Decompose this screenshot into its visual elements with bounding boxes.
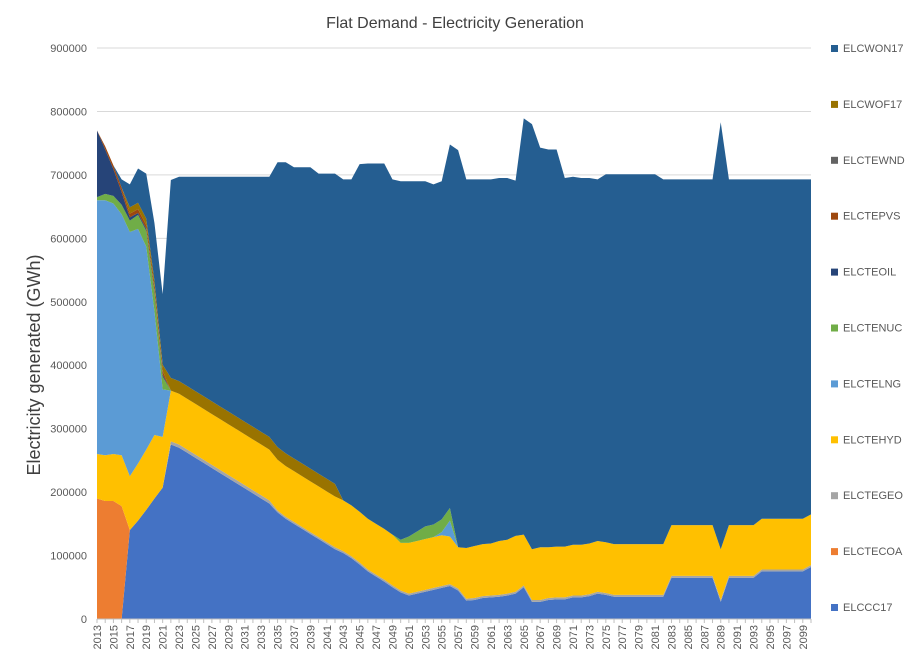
- plot-area: [97, 118, 811, 619]
- y-axis-label: Electricity generated (GWh): [24, 254, 44, 475]
- x-tick-label: 2077: [617, 625, 629, 649]
- legend-label-elctelng: ELCTELNG: [843, 378, 901, 390]
- chart-title: Flat Demand - Electricity Generation: [326, 15, 584, 32]
- legend-swatch-elctenuc: [831, 324, 838, 332]
- x-tick-label: 2059: [470, 625, 482, 649]
- y-tick-label: 600000: [50, 233, 87, 245]
- x-tick-label: 2013: [92, 625, 104, 649]
- x-tick-label: 2019: [141, 625, 153, 649]
- x-tick-label: 2047: [371, 625, 383, 649]
- x-tick-label: 2061: [486, 625, 498, 649]
- x-tick-label: 2043: [338, 625, 350, 649]
- x-tick-label: 2017: [125, 625, 137, 649]
- x-tick-label: 2087: [699, 625, 711, 649]
- x-tick-label: 2015: [108, 625, 120, 649]
- x-tick-label: 2049: [387, 625, 399, 649]
- x-tick-label: 2093: [749, 625, 761, 649]
- legend-swatch-elctecoa: [831, 548, 838, 556]
- legend-label-elctenuc: ELCTENUC: [843, 323, 902, 335]
- x-tick-label: 2025: [190, 625, 202, 649]
- legend-label-elctehyd: ELCTEHYD: [843, 434, 902, 446]
- y-tick-label: 300000: [50, 424, 87, 436]
- x-axis: 2013 2015 2017 2019 2021 2023 2025 2027 2029 2031…: [92, 618, 812, 649]
- x-tick-label: 2067: [535, 625, 547, 649]
- legend-swatch-elcteoil: [831, 268, 838, 276]
- legend-swatch-elctehyd: [831, 436, 838, 444]
- x-tick-label: 2073: [584, 625, 596, 649]
- x-tick-label: 2021: [158, 625, 170, 649]
- x-tick-label: 2051: [404, 625, 416, 649]
- area-elctehyd: [97, 390, 811, 600]
- x-tick-label: 2055: [437, 625, 449, 649]
- x-tick-label: 2063: [502, 625, 514, 649]
- x-tick-label: 2071: [568, 625, 580, 649]
- area-elcwon17: [97, 118, 811, 550]
- legend-label-elcwof17: ELCWOF17: [843, 99, 902, 111]
- area-elccc17: [97, 444, 811, 619]
- x-tick-label: 2027: [207, 625, 219, 649]
- x-tick-label: 2023: [174, 625, 186, 649]
- y-tick-label: 500000: [50, 297, 87, 309]
- x-tick-label: 2041: [322, 625, 334, 649]
- x-tick-label: 2081: [650, 625, 662, 649]
- legend-label-elcwon17: ELCWON17: [843, 43, 904, 55]
- x-tick-label: 2035: [273, 625, 285, 649]
- x-tick-label: 2069: [552, 625, 564, 649]
- x-tick-label: 2099: [798, 625, 810, 649]
- legend-label-elctepvs: ELCTEPVS: [843, 211, 900, 223]
- y-axis: 0 100000 200000 300000 400000 500000 600000 700…: [50, 43, 87, 626]
- y-tick-label: 700000: [50, 170, 87, 182]
- legend-swatch-elctepvs: [831, 212, 838, 220]
- x-tick-label: 2097: [781, 625, 793, 649]
- legend-label-elctewnd: ELCTEWND: [843, 155, 905, 167]
- x-tick-label: 2045: [355, 625, 367, 649]
- y-tick-label: 800000: [50, 106, 87, 118]
- legend-label-elctegeo: ELCTEGEO: [843, 490, 903, 502]
- x-tick-label: 2065: [519, 625, 531, 649]
- y-tick-label: 100000: [50, 551, 87, 563]
- x-tick-label: 2053: [420, 625, 432, 649]
- x-tick-label: 2091: [732, 625, 744, 649]
- legend-label-elccc17: ELCCC17: [843, 602, 893, 614]
- x-tick-label: 2095: [765, 625, 777, 649]
- legend-swatch-elctewnd: [831, 156, 838, 164]
- legend-swatch-elctelng: [831, 380, 838, 388]
- x-tick-label: 2083: [666, 625, 678, 649]
- y-tick-label: 200000: [50, 487, 87, 499]
- x-tick-label: 2075: [601, 625, 613, 649]
- legend-swatch-elcwon17: [831, 45, 838, 52]
- x-tick-label: 2037: [289, 625, 301, 649]
- x-tick-label: 2085: [683, 625, 695, 649]
- y-tick-label: 0: [81, 614, 87, 626]
- area-elctegeo: [97, 441, 811, 602]
- legend-label-elcteoil: ELCTEOIL: [843, 267, 896, 279]
- x-tick-label: 2057: [453, 625, 465, 649]
- legend-swatch-elccc17: [831, 604, 838, 611]
- legend: ELCWON17 ELCWOF17 ELCTEWND ELCTEPVS ELCTEOIL…: [831, 43, 905, 614]
- x-tick-label: 2079: [634, 625, 646, 649]
- x-tick-label: 2031: [240, 625, 252, 649]
- y-tick-label: 900000: [50, 43, 87, 55]
- x-tick-label: 2089: [716, 625, 728, 649]
- legend-swatch-elctegeo: [831, 492, 838, 500]
- legend-swatch-elcwof17: [831, 100, 838, 108]
- x-tick-label: 2039: [305, 625, 317, 649]
- x-tick-label: 2033: [256, 625, 268, 649]
- x-tick-label: 2029: [223, 625, 235, 649]
- y-tick-label: 400000: [50, 360, 87, 372]
- legend-label-elctecoa: ELCTECOA: [843, 546, 903, 558]
